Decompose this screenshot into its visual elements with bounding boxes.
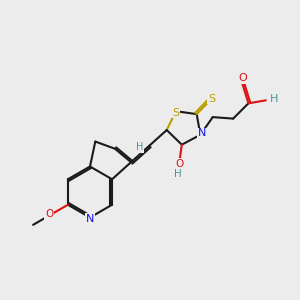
Text: N: N — [86, 214, 94, 224]
Text: H: H — [270, 94, 278, 104]
Text: O: O — [238, 74, 247, 83]
Text: H: H — [136, 142, 143, 152]
Text: S: S — [208, 94, 215, 103]
Text: H: H — [174, 169, 182, 179]
Text: O: O — [175, 159, 183, 169]
Text: S: S — [172, 108, 179, 118]
Text: O: O — [45, 209, 53, 219]
Text: N: N — [198, 128, 206, 138]
